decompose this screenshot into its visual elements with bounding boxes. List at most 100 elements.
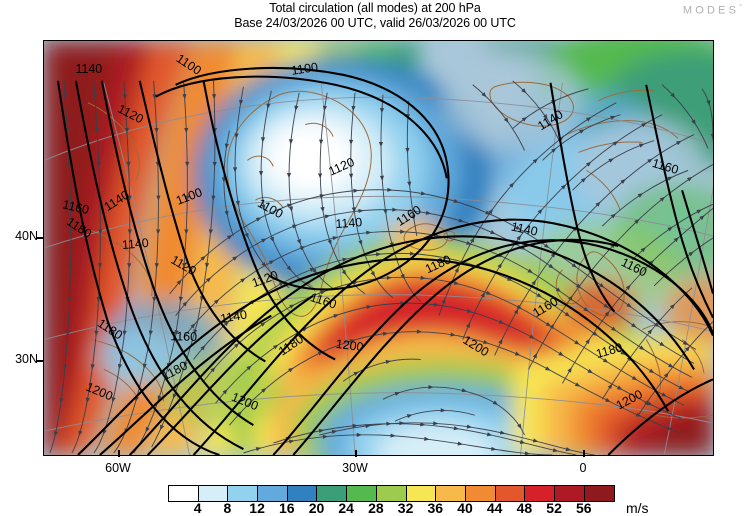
streamline-arrow: [299, 246, 306, 251]
streamline-arrow: [349, 139, 354, 146]
streamline-arrow: [312, 268, 318, 274]
colorbar-swatch-11: [495, 486, 526, 501]
streamline-arrow: [616, 385, 623, 390]
streamline-arrow: [503, 117, 509, 123]
streamline-arrow: [382, 331, 389, 336]
colorbar-tick-44: 44: [486, 500, 503, 516]
streamline-arrow: [498, 319, 505, 324]
streamline-arrow: [261, 387, 267, 393]
streamline-arrow: [353, 188, 359, 193]
streamline-arrow: [457, 441, 464, 446]
streamline-arrow: [352, 423, 358, 428]
streamline-arrow: [232, 256, 238, 261]
streamline-arrow: [631, 322, 637, 328]
streamline-arrow: [222, 389, 228, 395]
streamline-arrow: [549, 323, 555, 330]
streamline-arrow: [261, 261, 267, 268]
streamline-arrow: [320, 206, 325, 213]
streamline-arrow: [210, 366, 216, 373]
streamline-arrow: [148, 330, 153, 336]
streamline-arrow: [667, 176, 673, 181]
streamline-arrow: [182, 301, 188, 307]
streamline-arrow: [466, 424, 473, 429]
streamline-arrow: [406, 414, 413, 419]
streamline-arrow: [659, 341, 665, 347]
streamline-arrow: [453, 198, 460, 203]
colorbar-swatch-3: [258, 486, 288, 501]
streamline-arrow: [399, 421, 405, 426]
streamline-arrow: [517, 423, 522, 430]
streamline-arrow: [635, 412, 642, 417]
streamline-arrow: [286, 203, 293, 208]
streamline-arrow: [458, 218, 465, 223]
streamline-arrow: [605, 397, 611, 403]
streamline-arrow: [673, 237, 679, 243]
colorbar-tick-24: 24: [338, 500, 354, 516]
contour-label: 1140: [510, 220, 539, 239]
streamline-arrow: [341, 269, 347, 276]
streamline-arrow: [405, 147, 410, 154]
streamline-arrow: [213, 299, 220, 305]
streamline-arrow: [152, 94, 157, 100]
streamline-arrow: [625, 284, 631, 290]
streamline-arrow: [509, 182, 515, 188]
contour-label: 1140: [121, 236, 149, 252]
streamline-arrow: [292, 224, 298, 229]
streamline-arrow: [598, 282, 605, 288]
streamline-arrow: [654, 322, 660, 327]
streamline-arrow: [185, 161, 190, 168]
streamline-arrow: [145, 426, 150, 433]
streamline-arrow: [289, 139, 294, 145]
y-tick-label-40N: 40N: [15, 229, 38, 243]
streamline-arrow: [386, 421, 392, 426]
streamline-arrow: [255, 217, 262, 222]
streamline-arrow: [453, 280, 460, 285]
streamline-arrow: [126, 161, 131, 167]
contour-label: 1160: [170, 329, 197, 344]
streamline-arrow: [543, 114, 548, 120]
streamline-arrow: [634, 218, 640, 225]
streamline-arrow: [620, 178, 626, 184]
colorbar: [168, 485, 616, 502]
streamline-arrow: [532, 352, 538, 359]
streamline-arrow: [322, 434, 329, 439]
streamline-arrow: [127, 263, 132, 269]
streamline-arrow: [85, 397, 90, 404]
streamline-arrow: [595, 201, 601, 207]
streamline-arrow: [648, 260, 654, 266]
streamline-arrow: [400, 273, 405, 280]
streamline-arrow: [246, 365, 252, 371]
x-tick-label-0: 0: [579, 461, 587, 475]
streamline-arrow: [433, 421, 439, 426]
modes-logo-text: MODES: [682, 4, 740, 17]
streamline-arrow: [668, 363, 674, 368]
streamline-arrow: [686, 176, 693, 182]
streamline-arrow: [461, 388, 468, 393]
streamline-arrow: [390, 433, 396, 438]
streamline-arrow: [607, 383, 613, 390]
streamline-arrow: [176, 279, 182, 285]
streamline-arrow: [667, 226, 673, 232]
streamline-arrow: [574, 382, 581, 387]
streamline-arrow: [400, 229, 406, 234]
streamline-arrow: [200, 255, 206, 261]
streamline-arrow: [68, 229, 73, 235]
colorbar-swatch-5: [317, 486, 348, 501]
streamline-arrow: [156, 229, 161, 235]
streamline-arrow: [211, 195, 216, 201]
streamline-arrow: [466, 308, 473, 313]
contour-label: 1180: [594, 340, 624, 361]
streamline-arrow: [521, 88, 527, 94]
colorbar-tick-4: 4: [193, 500, 202, 516]
streamline-arrow: [394, 391, 401, 396]
streamline-arrow: [560, 184, 567, 190]
streamline-arrow: [492, 400, 499, 406]
streamline-arrow: [387, 187, 393, 192]
streamline-arrow: [428, 385, 434, 390]
streamline-arrow: [184, 229, 189, 235]
streamline-arrow: [532, 158, 538, 164]
streamline-arrow: [67, 296, 72, 303]
streamline-arrow: [288, 206, 294, 212]
streamline-arrow: [425, 210, 432, 215]
streamline-arrow: [294, 105, 299, 111]
